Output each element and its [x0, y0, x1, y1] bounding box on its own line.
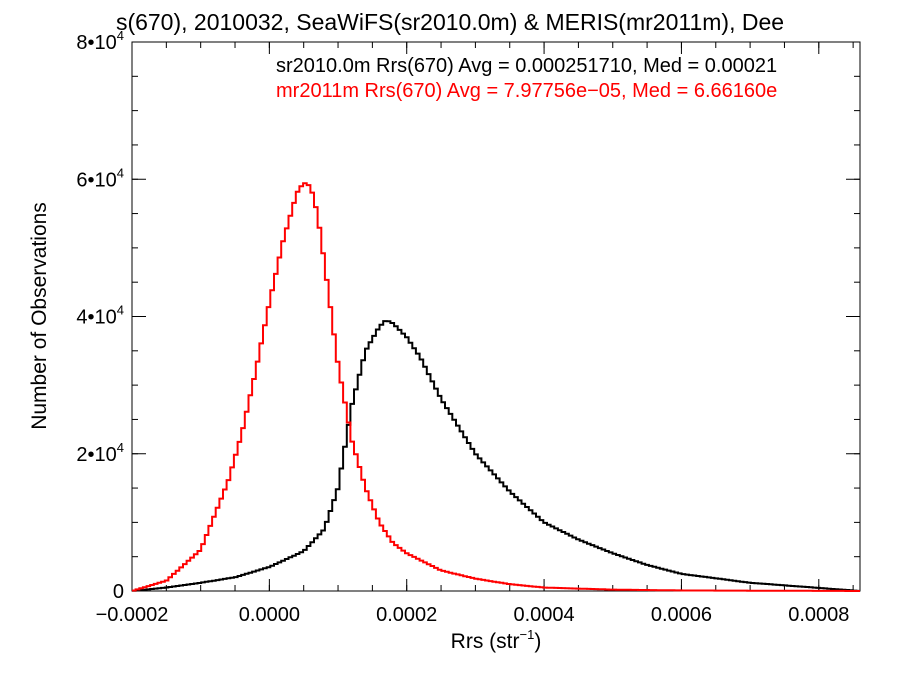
y-tick-label: 2•104	[76, 440, 124, 466]
y-tick-mantissa: 8•10	[76, 32, 116, 54]
series-stats-label-1: mr2011m Rrs(670) Avg = 7.97756e−05, Med …	[276, 80, 777, 102]
y-tick-exponent: 4	[117, 28, 124, 43]
chart-title: s(670), 2010032, SeaWiFS(sr2010.0m) & ME…	[116, 9, 784, 35]
series-line-mr2011m	[132, 182, 860, 592]
series-layer	[132, 182, 860, 592]
x-tick-label: 0.0002	[376, 604, 437, 626]
plot-frame	[131, 41, 861, 592]
y-tick-exponent: 4	[117, 440, 124, 455]
y-tick-label: 4•104	[76, 303, 124, 329]
series-stats-label-0: sr2010.0m Rrs(670) Avg = 0.000251710, Me…	[276, 55, 777, 77]
x-tick-label: 0.0006	[651, 604, 712, 626]
x-tick-label: 0.0004	[513, 604, 574, 626]
x-axis: −0.0002 0.0000 0.0002 0.0004 0.0006 0.0008	[96, 42, 854, 626]
x-axis-label: Rrs (str−1)	[451, 627, 542, 653]
x-axis-label-suffix: )	[534, 630, 541, 653]
y-tick-exponent: 4	[117, 165, 124, 180]
y-tick-mantissa: 0	[113, 581, 124, 603]
y-tick-mantissa: 6•10	[76, 169, 116, 191]
y-tick-mantissa: 2•10	[76, 444, 116, 466]
y-tick-label: 8•104	[76, 28, 124, 54]
y-tick-mantissa: 4•10	[76, 307, 116, 329]
y-tick-label: 0	[113, 581, 124, 603]
series-line-sr2010.0m	[132, 320, 860, 592]
y-axis-label: Number of Observations	[28, 202, 51, 430]
x-tick-label: −0.0002	[96, 604, 169, 626]
x-axis-label-sup: −1	[520, 627, 535, 642]
x-axis-label-main: Rrs (str	[451, 630, 520, 653]
x-tick-label: 0.0008	[788, 604, 849, 626]
y-tick-label: 6•104	[76, 165, 124, 191]
x-tick-label: 0.0000	[239, 604, 300, 626]
y-tick-exponent: 4	[117, 303, 124, 318]
